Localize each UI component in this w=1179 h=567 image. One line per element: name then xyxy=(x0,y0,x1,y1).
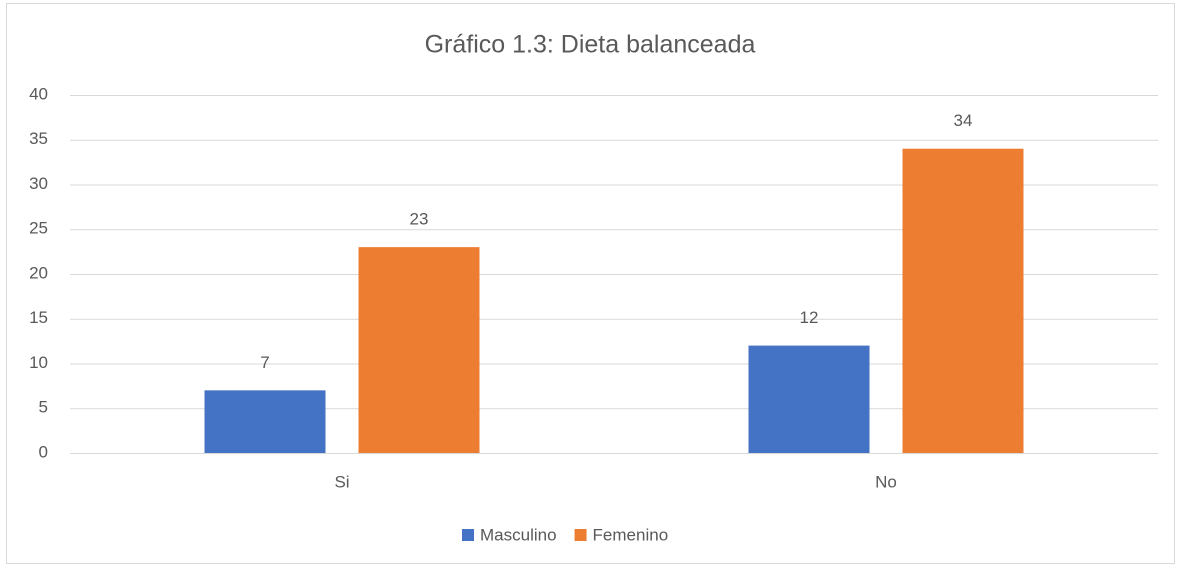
y-tick-label: 10 xyxy=(29,353,48,372)
y-tick-label: 30 xyxy=(29,174,48,193)
data-label: 23 xyxy=(410,210,429,229)
legend-label: Femenino xyxy=(593,525,669,544)
y-tick-label: 40 xyxy=(29,84,48,103)
legend-swatch xyxy=(462,529,474,541)
y-tick-label: 35 xyxy=(29,129,48,148)
bar xyxy=(748,345,870,453)
x-tick-label: No xyxy=(875,472,897,491)
legend-label: Masculino xyxy=(480,525,557,544)
data-label: 34 xyxy=(954,111,973,130)
y-tick-label: 15 xyxy=(29,308,48,327)
legend-swatch xyxy=(574,529,587,541)
data-label: 12 xyxy=(800,308,819,327)
y-tick-label: 5 xyxy=(39,398,48,417)
chart-title: Gráfico 1.3: Dieta balanceada xyxy=(425,31,756,59)
data-label: 7 xyxy=(260,353,269,372)
bar xyxy=(902,148,1024,453)
y-tick-label: 25 xyxy=(29,219,48,238)
y-tick-label: 20 xyxy=(29,263,48,282)
bar xyxy=(358,247,480,453)
bar xyxy=(204,390,326,453)
y-tick-label: 0 xyxy=(39,442,48,461)
x-tick-label: Si xyxy=(334,472,349,491)
